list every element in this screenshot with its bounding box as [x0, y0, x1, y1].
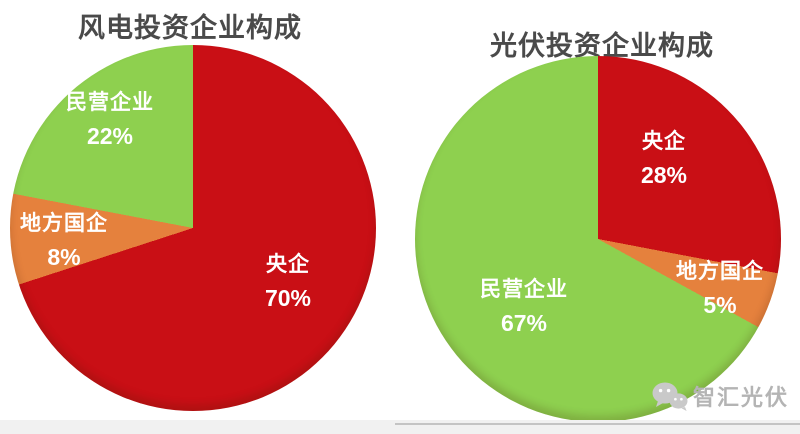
- watermark-text: 智汇光伏: [693, 385, 790, 410]
- wind-chart-title: 风电投资企业构成: [78, 13, 302, 43]
- wind-pie-chart: [10, 45, 376, 411]
- wechat-icon: [652, 381, 688, 412]
- pv-pie-chart: [415, 56, 781, 422]
- watermark: 智汇光伏: [652, 380, 789, 412]
- bottom-divider-line: [395, 423, 800, 425]
